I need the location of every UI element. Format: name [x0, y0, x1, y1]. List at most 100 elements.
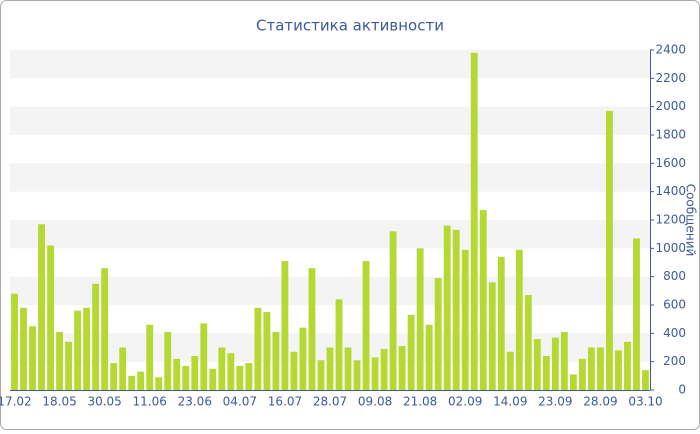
grid-band: [10, 276, 650, 305]
bar: [642, 370, 649, 390]
bar: [110, 363, 118, 390]
bar: [362, 261, 370, 390]
bar: [344, 347, 352, 390]
bar: [389, 231, 397, 390]
bar: [47, 245, 54, 390]
bar: [101, 268, 109, 390]
bar: [398, 346, 406, 390]
bar: [92, 283, 100, 390]
bar: [533, 339, 541, 390]
bar: [551, 337, 559, 390]
bar: [506, 351, 514, 390]
bar: [308, 268, 316, 390]
x-tick-label: 16.07: [268, 395, 302, 409]
x-tick-label: 28.07: [313, 395, 347, 409]
bar: [443, 225, 451, 390]
x-tick-label: 30.05: [87, 395, 121, 409]
bar: [236, 365, 244, 390]
bar: [615, 350, 622, 390]
bar: [335, 299, 343, 390]
y-tick-label: 1400: [655, 184, 686, 198]
bar: [182, 365, 190, 390]
x-tick-label: 02.09: [448, 395, 482, 409]
y-tick-label: 1200: [655, 213, 686, 227]
grid-band: [10, 163, 650, 192]
bar: [461, 249, 469, 390]
bar: [209, 368, 217, 390]
bar: [191, 356, 199, 390]
bar: [281, 261, 289, 390]
x-tick-label: 23.09: [538, 395, 572, 409]
bar: [353, 360, 361, 390]
grid-band: [10, 220, 650, 249]
bar: [29, 326, 36, 390]
bar: [254, 307, 262, 390]
bar: [497, 256, 505, 390]
y-tick-label: 200: [663, 354, 686, 368]
bar: [596, 347, 604, 390]
bar: [65, 341, 73, 390]
bar: [542, 356, 550, 390]
y-tick-label: 2200: [655, 71, 686, 85]
bar: [245, 363, 253, 390]
y-tick-label: 800: [663, 269, 686, 283]
bar: [164, 331, 172, 390]
chart-title: Статистика активности: [256, 17, 444, 35]
bar: [624, 341, 631, 390]
bar: [83, 307, 91, 390]
grid-band: [10, 106, 650, 135]
bar: [20, 307, 27, 390]
bar: [227, 353, 235, 390]
bar: [488, 282, 496, 390]
bar: [560, 331, 568, 390]
x-tick-label: 21.08: [403, 395, 437, 409]
x-tick-label: 14.09: [493, 395, 527, 409]
bar: [371, 357, 379, 390]
bar: [218, 347, 226, 390]
bar: [317, 360, 325, 390]
x-tick-label: 03.10: [628, 395, 662, 409]
bar: [470, 52, 478, 390]
bar: [146, 324, 154, 390]
bar: [74, 310, 82, 390]
bar: [272, 331, 280, 390]
bar: [128, 375, 136, 390]
x-tick-label: 23.06: [178, 395, 212, 409]
bar: [407, 314, 415, 390]
y-tick-label: 1600: [655, 156, 686, 170]
bar: [416, 248, 424, 390]
y-tick-label: 600: [663, 298, 686, 312]
bar: [606, 110, 613, 391]
bar: [38, 224, 45, 390]
x-tick-label: 09.08: [358, 395, 392, 409]
bar: [173, 358, 181, 390]
y-tick-label: 1000: [655, 241, 686, 255]
bar: [56, 331, 64, 390]
bar: [119, 347, 127, 390]
bar: [290, 351, 298, 390]
bar: [578, 358, 586, 390]
x-tick-label: 04.07: [223, 395, 257, 409]
bar: [524, 295, 532, 390]
bar: [434, 278, 442, 390]
y-tick-label: 2400: [655, 43, 686, 57]
bar: [263, 312, 271, 390]
bar: [200, 323, 208, 390]
bar: [569, 374, 577, 390]
bar: [299, 327, 307, 390]
bar: [633, 238, 640, 390]
x-tick-label: 28.09: [583, 395, 617, 409]
grid-band: [10, 50, 650, 79]
bar: [479, 210, 487, 390]
bar: [155, 377, 163, 390]
bar: [137, 371, 145, 390]
bar: [380, 348, 388, 390]
y-tick-label: 1800: [655, 128, 686, 142]
y-tick-label: 2000: [655, 99, 686, 113]
y-axis-label: Сообщений: [684, 184, 698, 257]
bar: [326, 347, 334, 390]
bar: [452, 229, 460, 390]
bar: [425, 324, 433, 390]
y-tick-label: 0: [678, 383, 686, 397]
